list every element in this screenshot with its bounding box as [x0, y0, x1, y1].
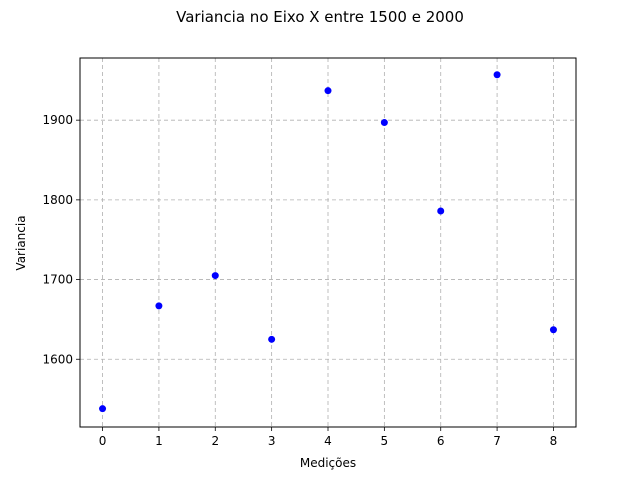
x-tick-label: 4 — [324, 434, 332, 448]
data-point — [324, 87, 332, 95]
x-tick-label: 8 — [550, 434, 558, 448]
data-point — [99, 405, 107, 413]
data-points — [99, 71, 557, 413]
data-point — [268, 335, 276, 343]
chart-title: Variancia no Eixo X entre 1500 e 2000 — [176, 8, 464, 26]
data-point — [549, 326, 557, 334]
data-point — [155, 302, 163, 310]
y-tick-label: 1600 — [42, 352, 73, 366]
x-tick-label: 6 — [437, 434, 445, 448]
x-tick-label: 5 — [381, 434, 389, 448]
y-axis-label: Variancia — [14, 215, 28, 270]
y-tick-label: 1900 — [42, 113, 73, 127]
data-point — [437, 207, 445, 215]
x-axis-label: Medições — [300, 456, 356, 470]
x-tick-label: 3 — [268, 434, 276, 448]
data-point — [211, 272, 219, 280]
x-tick-label: 1 — [155, 434, 163, 448]
x-tick-label: 0 — [99, 434, 107, 448]
grid-lines — [80, 58, 576, 427]
x-tick-label: 7 — [493, 434, 501, 448]
data-point — [380, 119, 388, 127]
y-tick-label: 1800 — [42, 193, 73, 207]
x-tick-label: 2 — [211, 434, 219, 448]
data-point — [493, 71, 501, 79]
axis-ticks: 0 1 2 3 4 5 6 7 8 1600 1700 1800 1900 — [42, 113, 557, 448]
y-tick-label: 1700 — [42, 273, 73, 287]
